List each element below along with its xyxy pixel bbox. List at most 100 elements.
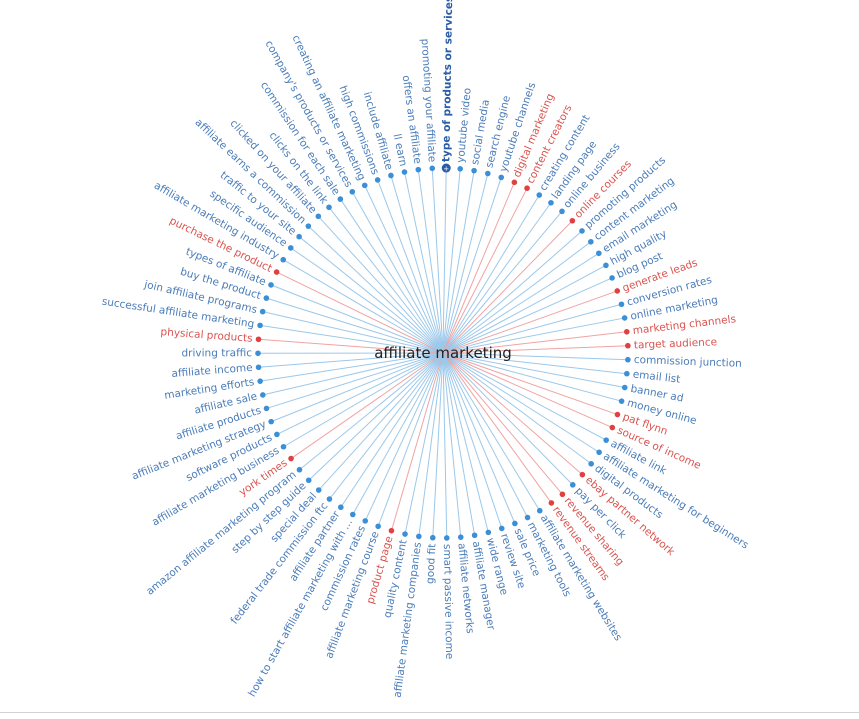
keyword-node[interactable] (256, 364, 262, 370)
keyword-node[interactable] (375, 177, 381, 183)
keyword-node[interactable] (512, 180, 518, 186)
keyword-node[interactable] (610, 425, 616, 431)
keyword-node[interactable] (525, 515, 531, 521)
spoke-line (329, 353, 443, 499)
hub-label: affiliate marketing (374, 344, 512, 362)
keyword-node[interactable] (536, 192, 542, 198)
keyword-node[interactable] (306, 477, 312, 483)
keyword-node[interactable] (338, 504, 344, 510)
keyword-node[interactable] (415, 167, 421, 173)
keyword-node[interactable] (362, 183, 368, 189)
keyword-node[interactable] (255, 350, 261, 356)
keyword-node[interactable] (416, 534, 422, 540)
keyword-node[interactable] (615, 412, 621, 418)
keyword-node[interactable] (458, 534, 464, 540)
keyword-label[interactable]: commission junction (634, 354, 742, 370)
keyword-node[interactable] (389, 528, 395, 534)
keyword-label[interactable]: email list (632, 368, 681, 385)
keyword-node[interactable] (625, 357, 631, 363)
spoke-line (318, 216, 443, 353)
keyword-node[interactable] (559, 209, 565, 215)
keyword-node[interactable] (338, 196, 344, 202)
keyword-node[interactable] (537, 508, 543, 514)
keyword-node[interactable] (316, 214, 322, 220)
keyword-node[interactable] (375, 523, 381, 529)
keyword-label[interactable]: type of products or services (440, 0, 455, 162)
keyword-node[interactable] (580, 472, 586, 478)
keyword-node[interactable] (316, 487, 322, 493)
keyword-node[interactable] (264, 406, 270, 412)
keyword-node[interactable] (288, 245, 294, 251)
keyword-node[interactable] (260, 309, 266, 315)
keyword-node[interactable] (281, 444, 287, 450)
keyword-node[interactable] (274, 432, 280, 438)
keyword-node[interactable] (512, 521, 518, 527)
keyword-node[interactable] (274, 269, 280, 275)
keyword-node[interactable] (268, 282, 274, 288)
keyword-node[interactable] (402, 169, 408, 175)
keyword-node[interactable] (588, 239, 594, 245)
keyword-node[interactable] (296, 234, 302, 240)
keyword-node[interactable] (548, 200, 554, 206)
spoke-line (443, 203, 551, 353)
keyword-node[interactable] (614, 288, 620, 294)
keyword-node[interactable] (297, 467, 303, 473)
spoke-line (340, 199, 443, 353)
keyword-node[interactable] (349, 189, 355, 195)
keyword-node[interactable] (499, 526, 505, 532)
keyword-node[interactable] (457, 166, 463, 172)
keyword-label[interactable]: smart passive income (441, 544, 455, 660)
keyword-node[interactable] (430, 535, 436, 541)
keyword-node[interactable] (306, 223, 312, 229)
keyword-node[interactable] (350, 512, 356, 518)
keyword-node[interactable] (260, 392, 266, 398)
keyword-node[interactable] (596, 250, 602, 256)
spoke-line (443, 353, 582, 475)
keyword-node[interactable] (362, 518, 368, 524)
spoke-line (443, 195, 539, 353)
keyword-label[interactable]: good fit (424, 543, 438, 584)
keyword-node[interactable] (622, 385, 628, 391)
keyword-node[interactable] (603, 263, 609, 269)
keyword-node[interactable] (560, 491, 566, 497)
keyword-node[interactable] (624, 371, 630, 377)
keyword-node[interactable] (619, 301, 625, 307)
keyword-node[interactable] (268, 419, 274, 425)
keyword-node[interactable] (579, 228, 585, 234)
keyword-node[interactable] (444, 535, 450, 541)
keyword-label[interactable]: target audience (634, 336, 718, 351)
keyword-node[interactable] (429, 166, 435, 172)
keyword-node[interactable] (288, 456, 294, 462)
keyword-node[interactable] (609, 275, 615, 281)
keyword-node[interactable] (327, 496, 333, 502)
keyword-node[interactable] (257, 323, 263, 329)
keyword-node[interactable] (570, 218, 576, 224)
keyword-node[interactable] (549, 500, 555, 506)
keyword-node[interactable] (498, 175, 504, 181)
keyword-label[interactable]: driving traffic (182, 347, 253, 359)
keyword-node[interactable] (485, 171, 491, 177)
keyword-node[interactable] (326, 204, 332, 210)
spoke-line (308, 226, 443, 353)
keyword-node[interactable] (402, 531, 408, 537)
keyword-node[interactable] (622, 315, 628, 321)
keyword-node[interactable] (264, 295, 270, 301)
keyword-label[interactable]: physical products (160, 326, 253, 345)
keyword-node[interactable] (625, 343, 631, 349)
keyword-node[interactable] (388, 173, 394, 179)
keyword-node[interactable] (596, 449, 602, 455)
keyword-node[interactable] (570, 482, 576, 488)
keyword-node[interactable] (603, 437, 609, 443)
plus-icon[interactable]: + (443, 165, 449, 173)
keyword-node[interactable] (257, 378, 263, 384)
keyword-node[interactable] (472, 532, 478, 538)
keyword-node[interactable] (624, 329, 630, 335)
keyword-node[interactable] (280, 257, 286, 263)
keyword-node[interactable] (471, 168, 477, 174)
keyword-node[interactable] (588, 461, 594, 467)
spoke-line (291, 353, 443, 459)
keyword-node[interactable] (619, 398, 625, 404)
keyword-node[interactable] (486, 530, 492, 536)
keyword-node[interactable] (524, 185, 530, 191)
keyword-node[interactable] (256, 336, 262, 342)
